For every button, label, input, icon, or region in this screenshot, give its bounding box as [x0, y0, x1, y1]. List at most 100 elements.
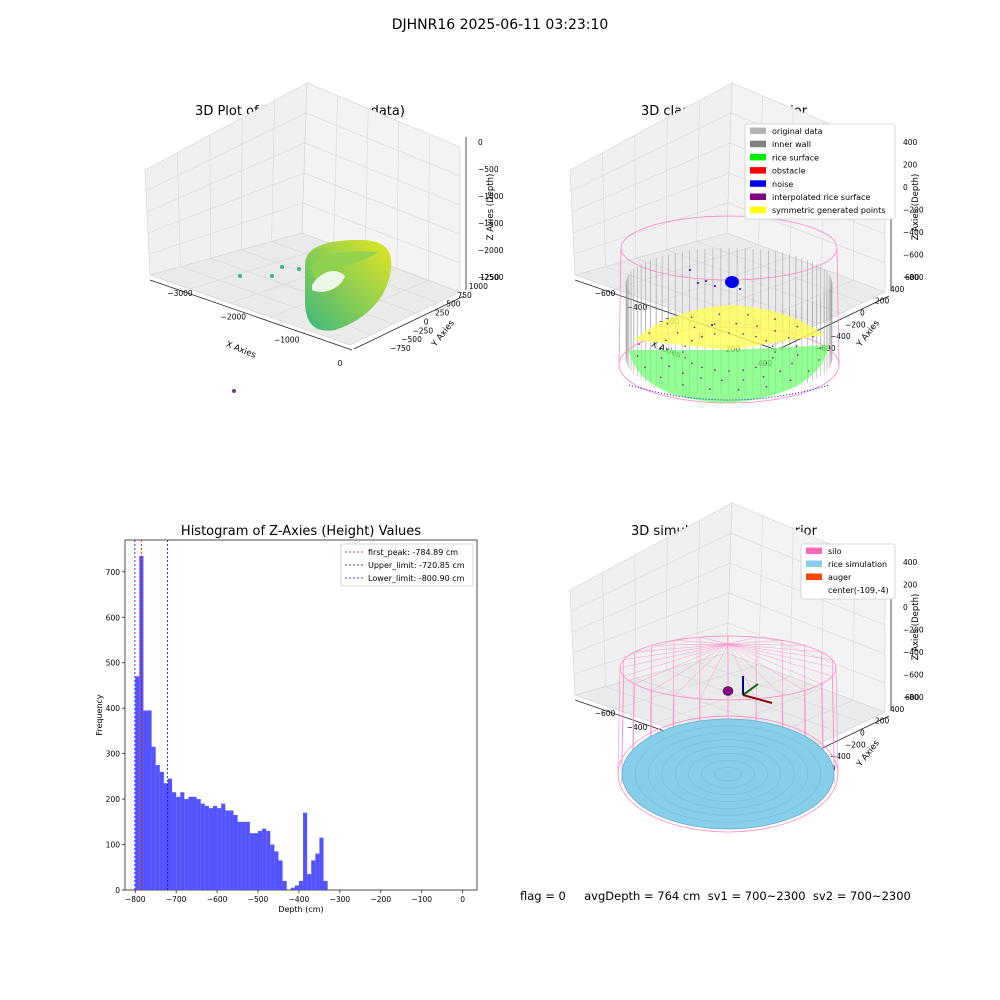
histogram-bar [180, 792, 185, 890]
panel2-noise-point [711, 324, 713, 326]
histogram-bar [298, 880, 304, 890]
panel3-y-tick: 300 [106, 750, 121, 759]
panel1-x-tick: −2000 [221, 312, 247, 321]
panel2-legend-label: noise [772, 180, 793, 189]
panel3-x-tick: −200 [371, 895, 392, 904]
panel3-x-tick: −600 [207, 895, 228, 904]
panel1-x-tick: −1000 [274, 336, 300, 345]
panel2-noise-point [689, 269, 691, 271]
panel3-legend-label: Lower_limit: -800.90 cm [368, 574, 465, 583]
panel4-z-tick: 0 [903, 603, 908, 612]
panel1-z-tick: 0 [478, 138, 483, 147]
panel2-legend-label: obstacle [772, 167, 806, 176]
histogram-bar [139, 555, 144, 890]
histogram-bar [278, 860, 283, 890]
histogram-bar [176, 796, 181, 890]
panel4-z-tick: −800 [903, 693, 924, 702]
panel3-x-tick: −100 [411, 895, 432, 904]
histogram-bar [303, 812, 308, 890]
panel4-y-tick: −200 [845, 740, 866, 749]
histogram-bar [192, 796, 197, 890]
panel2-legend-swatch [750, 167, 766, 174]
histogram-bar [249, 833, 254, 890]
histogram-bar [135, 676, 140, 890]
figure-title: DJHNR16 2025-06-11 03:23:10 [391, 17, 609, 33]
panel4-auger-y [742, 683, 759, 696]
histogram-bar [274, 851, 279, 890]
panel1-z-tick: −1500 [478, 219, 504, 228]
panel1-right-pane [301, 82, 461, 293]
panel3-legend: first_peak: -784.89 cm Upper_limit: -720.… [340, 543, 474, 587]
panel3-legend-label: first_peak: -784.89 cm [368, 548, 458, 557]
panel1-x-tick: 0 [338, 359, 343, 368]
panel1-y-tick: 1250 [480, 273, 499, 282]
panel1-y-tick: 1000 [469, 282, 488, 291]
histogram-bar [282, 880, 287, 890]
panel2-noise-point [697, 282, 699, 284]
panel3-title: Histogram of Z-Axies (Height) Values [180, 524, 422, 539]
panel2-y-tick: 400 [890, 285, 905, 294]
panel2-legend-swatch [750, 140, 766, 148]
panel1-y-tick: 500 [446, 300, 461, 309]
panel3-x-label: Depth (cm) [278, 905, 323, 914]
histogram-bar [143, 710, 148, 890]
panel4-y-tick: 0 [860, 729, 865, 738]
panel3-legend-box [340, 543, 474, 587]
panel4-x-tick: −600 [595, 709, 616, 718]
panel4-y-tick: 400 [890, 705, 905, 714]
histogram-bar [217, 808, 222, 890]
histogram-bar [258, 830, 263, 890]
panel1-z-label: Z Axies (Depth) [486, 174, 496, 241]
panel3-y-tick: 500 [106, 659, 121, 668]
panel2-z-tick: −200 [903, 206, 924, 215]
panel2-y-tick: −200 [845, 320, 866, 329]
panel1-x-label: X Axies [224, 340, 257, 361]
histogram-bar [151, 746, 156, 890]
histogram-bar [319, 837, 324, 890]
panel2-x-tick: 200 [726, 345, 741, 354]
panel2-legend: original data inner wall rice surface obsta… [744, 123, 896, 220]
panel3-y-tick: 100 [106, 841, 121, 850]
panel2-z-tick: −800 [903, 273, 924, 282]
panel2-legend-swatch [750, 127, 766, 134]
panel2-z-tick: −400 [903, 228, 924, 237]
panel1-outlier-point [238, 274, 242, 278]
panel2-legend-swatch [750, 153, 766, 161]
panel4-legend-label: center(-109,-4) [828, 586, 889, 595]
panel2-legend-label: original data [772, 127, 823, 136]
panel4-legend-swatch [806, 547, 822, 554]
panel1-outlier-point [297, 267, 301, 271]
panel1-z-tick: −500 [478, 165, 499, 174]
panel3-y-tick: 200 [106, 795, 121, 804]
histogram-bar [229, 810, 234, 890]
histogram-bar [262, 828, 267, 890]
histogram-bar [221, 803, 226, 890]
panel2-symmetric-points [634, 305, 824, 350]
histogram-bar [237, 821, 242, 890]
histogram-bar [155, 765, 160, 890]
panel3-y-label: Frequency [95, 694, 104, 736]
panel4-legend: silo rice simulation auger center(-109,-4) [800, 543, 896, 600]
panel4-z-label: Z Axies (Depth) [911, 594, 921, 661]
panel2-y-tick: 200 [875, 297, 890, 306]
panel4-legend-swatch [806, 560, 822, 567]
panel4-auger-x [742, 694, 773, 704]
panel4-z-tick: 200 [903, 581, 918, 590]
panel3-x-tick: −800 [125, 895, 146, 904]
panel2-noise-point [705, 280, 707, 282]
histogram-bar [266, 830, 271, 890]
histogram-bar [294, 885, 299, 890]
panel4-y-tick: 600 [905, 693, 920, 702]
panel3-x-tick: −400 [289, 895, 310, 904]
histogram-bar [323, 880, 328, 890]
panel2-noise-point [739, 288, 741, 290]
panel4-y-tick: 200 [875, 717, 890, 726]
histogram-bar [167, 778, 173, 890]
histogram-bar [208, 808, 213, 890]
histogram-bar [204, 805, 209, 890]
panel3-legend-label: Upper_limit: -720.85 cm [368, 561, 465, 570]
panel2-y-tick: 600 [905, 273, 920, 282]
panel4-silo-bottom-ring [617, 715, 839, 833]
status-readout: flag = 0 avgDepth = 764 cm sv1 = 700~230… [520, 889, 911, 903]
panel3-y-tick: 0 [115, 886, 120, 895]
